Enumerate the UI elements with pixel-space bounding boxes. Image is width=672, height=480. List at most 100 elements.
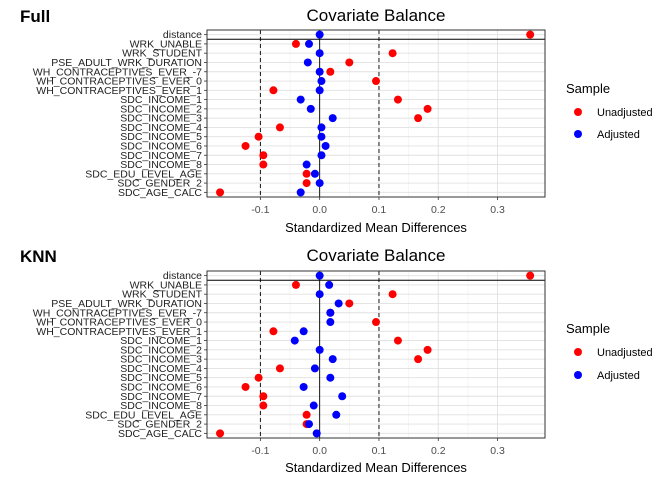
y-tick-label: WRK_STUDENT <box>122 289 203 301</box>
y-tick-label: WRK_STUDENT <box>122 48 203 60</box>
y-tick-label: SDC_AGE_CALC <box>118 428 202 440</box>
data-point-unadjusted <box>291 39 300 48</box>
x-axis-title: Standardized Mean Differences <box>285 220 467 235</box>
data-point-unadjusted <box>393 336 402 345</box>
y-tick-label: SDC_INCOME_4 <box>120 122 202 134</box>
data-point-unadjusted <box>423 345 432 354</box>
data-point-unadjusted <box>414 355 423 364</box>
data-point-unadjusted <box>269 86 278 95</box>
data-point-adjusted <box>321 141 330 150</box>
y-tick-label: SDC_INCOME_8 <box>120 400 202 412</box>
data-point-adjusted <box>315 49 324 58</box>
data-point-unadjusted <box>216 429 225 438</box>
x-tick-label: -0.1 <box>251 204 269 216</box>
data-point-adjusted <box>326 373 335 382</box>
legend-title: Sample <box>566 321 610 336</box>
data-point-unadjusted <box>372 318 380 327</box>
data-point-unadjusted <box>291 280 300 289</box>
data-point-adjusted <box>306 104 315 113</box>
data-point-unadjusted <box>259 401 268 410</box>
data-point-adjusted <box>315 345 324 354</box>
data-point-adjusted <box>312 429 321 438</box>
data-point-unadjusted <box>372 77 380 86</box>
y-tick-label: WRK_UNABLE <box>130 38 202 50</box>
data-point-adjusted <box>309 401 318 410</box>
y-tick-label: WH_CONTRACEPTIVES_EVER_-7 <box>33 66 202 78</box>
legend-title: Sample <box>566 81 610 96</box>
data-point-unadjusted <box>216 188 225 197</box>
legend-label-adjusted: Adjusted <box>597 370 640 382</box>
y-tick-label: SDC_INCOME_7 <box>120 391 202 403</box>
legend-label-adjusted: Adjusted <box>597 129 640 141</box>
data-point-adjusted <box>304 39 313 48</box>
x-tick-label: 0.3 <box>490 204 505 216</box>
x-tick-label: 0.0 <box>312 204 327 216</box>
data-point-adjusted <box>310 169 319 178</box>
chart-title: Covariate Balance <box>307 246 446 265</box>
data-point-unadjusted <box>526 30 535 39</box>
plot-background <box>207 271 545 438</box>
data-point-unadjusted <box>241 141 250 150</box>
y-tick-label: WH_CONTRACEPTIVES_EVER_-7 <box>33 307 202 319</box>
data-point-unadjusted <box>254 373 263 382</box>
data-point-unadjusted <box>259 392 268 401</box>
data-point-unadjusted <box>302 169 311 178</box>
x-tick-label: 0.2 <box>431 445 446 457</box>
y-tick-label: SDC_INCOME_2 <box>120 344 202 356</box>
y-tick-label: WH_CONTRACEPTIVES_EVER_0 <box>36 317 202 329</box>
data-point-unadjusted <box>414 114 423 123</box>
y-tick-label: SDC_INCOME_5 <box>120 372 202 384</box>
data-point-unadjusted <box>345 299 354 308</box>
y-tick-label: SDC_INCOME_6 <box>120 140 202 152</box>
data-point-unadjusted <box>269 327 278 336</box>
chart-panel-knn: KNN Covariate Balance distanceWRK_UNABLEWR… <box>20 246 653 475</box>
data-point-unadjusted <box>345 58 354 67</box>
y-tick-label: SDC_EDU_LEVEL_AGE <box>85 409 202 421</box>
y-tick-label: SDC_INCOME_2 <box>120 103 202 115</box>
y-tick-label: SDC_INCOME_6 <box>120 381 202 393</box>
chart-panel-full: Full Covariate BalancedistanceWRK_UNABLEW… <box>20 6 653 235</box>
data-point-adjusted <box>317 77 326 86</box>
legend-marker-unadjusted <box>574 108 582 116</box>
y-tick-label: PSE_ADULT_WRK_DURATION <box>51 57 202 69</box>
data-point-adjusted <box>310 364 319 373</box>
data-point-adjusted <box>302 160 311 169</box>
y-tick-label: SDC_EDU_LEVEL_AGE <box>85 168 202 180</box>
y-tick-label: SDC_INCOME_3 <box>120 354 202 366</box>
x-axis-title: Standardized Mean Differences <box>285 460 467 475</box>
y-tick-label: WH_CONTRACEPTIVES_EVER_0 <box>36 76 202 88</box>
data-point-unadjusted <box>526 271 535 280</box>
legend-label-unadjusted: Unadjusted <box>597 347 653 359</box>
data-point-adjusted <box>328 114 337 123</box>
y-tick-label: WH_CONTRACEPTIVES_EVER_1 <box>36 85 202 97</box>
data-point-adjusted <box>303 58 312 67</box>
data-point-unadjusted <box>302 410 311 419</box>
y-tick-label: distance <box>163 270 202 282</box>
data-point-adjusted <box>290 336 299 345</box>
data-point-unadjusted <box>275 364 284 373</box>
chart-title: Covariate Balance <box>307 6 446 25</box>
data-point-adjusted <box>334 299 343 308</box>
data-point-adjusted <box>338 392 347 401</box>
data-point-adjusted <box>296 95 305 104</box>
data-point-adjusted <box>326 308 335 317</box>
x-tick-label: 0.1 <box>372 204 387 216</box>
data-point-unadjusted <box>393 95 402 104</box>
data-point-unadjusted <box>241 382 250 391</box>
data-point-unadjusted <box>254 132 263 141</box>
data-point-adjusted <box>326 318 335 327</box>
x-tick-label: 0.0 <box>312 445 327 457</box>
data-point-unadjusted <box>423 104 432 113</box>
x-tick-label: -0.1 <box>251 445 269 457</box>
y-tick-label: PSE_ADULT_WRK_DURATION <box>51 298 202 310</box>
y-tick-label: SDC_INCOME_3 <box>120 113 202 125</box>
y-tick-label: distance <box>163 29 202 41</box>
panel-tag: Full <box>20 7 50 26</box>
y-tick-label: SDC_INCOME_5 <box>120 131 202 143</box>
legend: Sample Unadjusted Adjusted <box>566 81 653 141</box>
plot-border <box>206 270 546 439</box>
y-tick-label: SDC_INCOME_1 <box>120 335 202 347</box>
panel-tag: KNN <box>20 247 57 266</box>
plot-border <box>206 29 546 198</box>
legend-label-unadjusted: Unadjusted <box>597 107 653 119</box>
